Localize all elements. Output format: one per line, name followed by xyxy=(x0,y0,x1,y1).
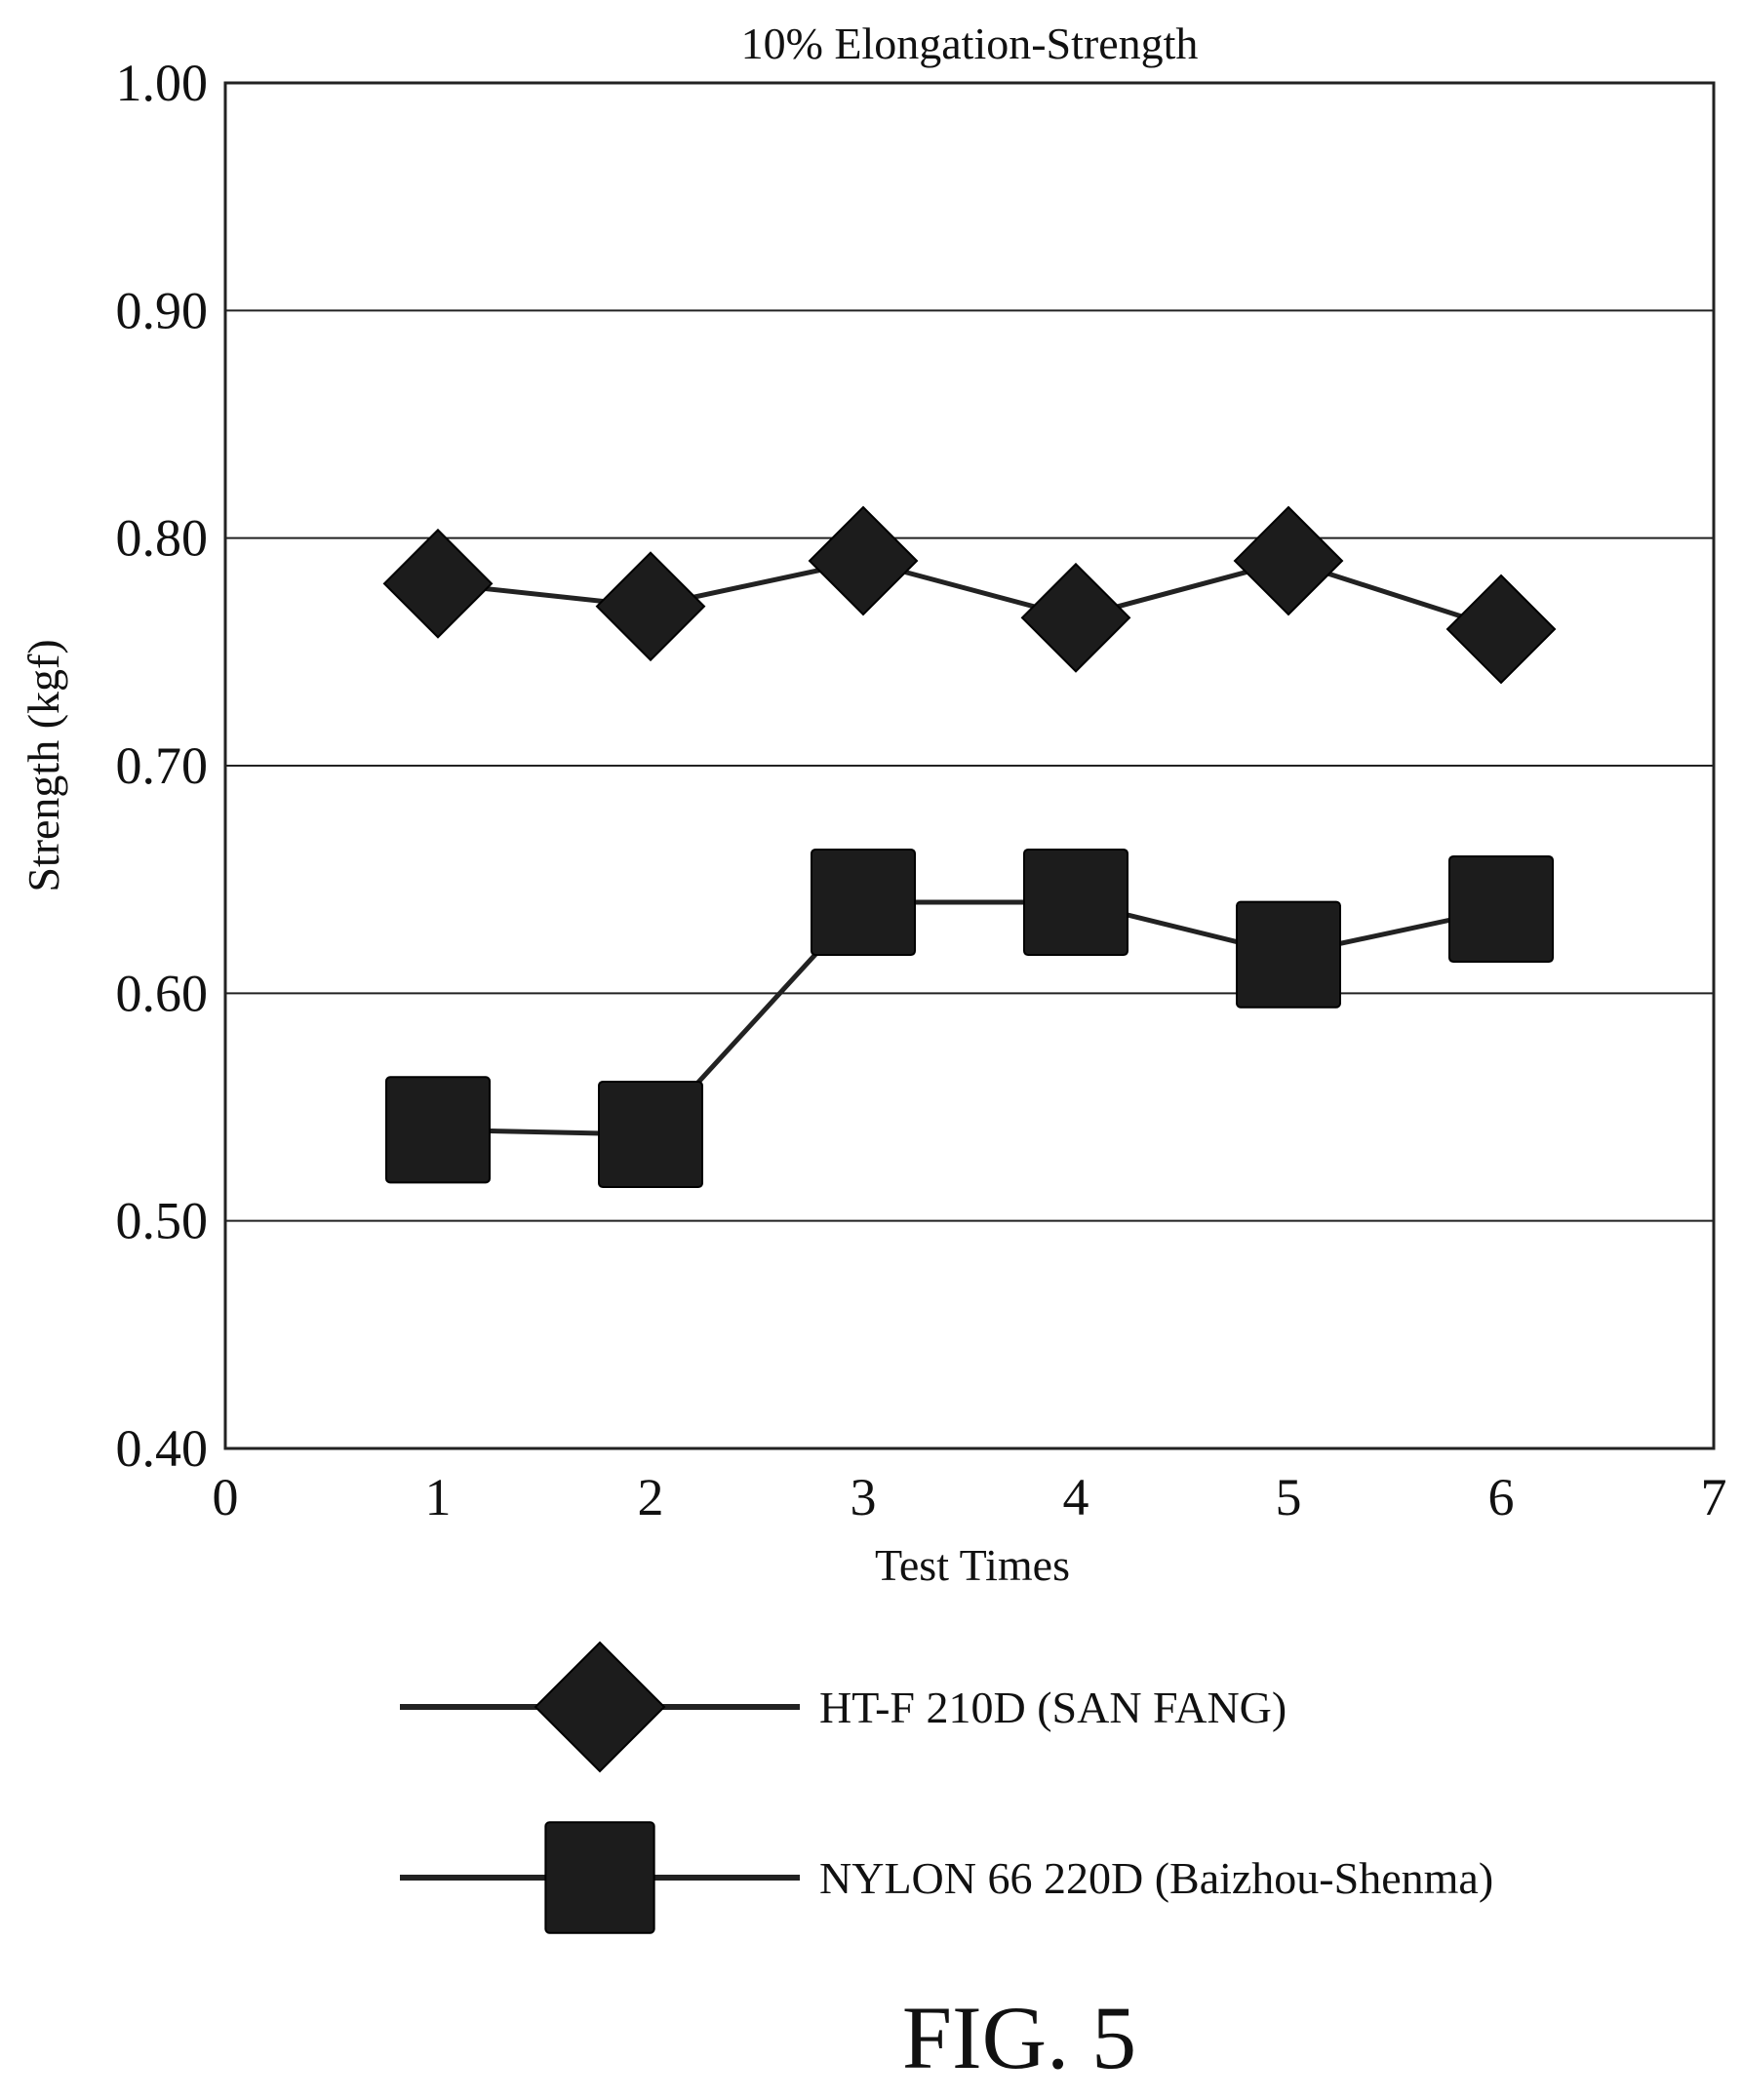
data-point-diamond xyxy=(808,505,919,616)
y-tick-label: 0.90 xyxy=(116,281,209,339)
gridlines xyxy=(225,309,1714,1222)
legend-marker-square xyxy=(544,1821,655,1934)
data-point-diamond xyxy=(382,528,494,639)
y-tick-label: 0.50 xyxy=(116,1192,209,1250)
figure-label: FIG. 5 xyxy=(902,1988,1136,2087)
data-point-square xyxy=(598,1080,703,1189)
y-tick-label: 0.40 xyxy=(116,1419,209,1478)
data-point-square xyxy=(1448,854,1554,964)
series-line-1 xyxy=(437,558,1502,632)
x-tick-label: 1 xyxy=(425,1468,452,1526)
chart-title: 10% Elongation-Strength xyxy=(741,19,1199,68)
x-axis-label: Test Times xyxy=(875,1540,1070,1590)
series-line-2 xyxy=(437,899,1502,1137)
x-tick-label: 6 xyxy=(1488,1468,1515,1526)
data-point-diamond xyxy=(1233,505,1344,616)
y-axis: 0.40 0.50 0.60 0.70 0.80 0.90 1.00 xyxy=(116,54,209,1478)
data-point-square xyxy=(1023,848,1128,957)
data-point-diamond xyxy=(1445,574,1557,685)
y-tick-label: 0.60 xyxy=(116,964,209,1022)
data-point-diamond xyxy=(1020,562,1131,673)
y-tick-label: 0.80 xyxy=(116,509,209,568)
y-tick-label: 1.00 xyxy=(116,54,209,112)
y-axis-label: Strength (kgf) xyxy=(19,639,68,892)
data-point-square xyxy=(1236,900,1341,1009)
x-tick-label: 7 xyxy=(1701,1468,1727,1526)
series-layer xyxy=(382,505,1557,1189)
legend-label: HT-F 210D (SAN FANG) xyxy=(819,1683,1287,1732)
x-axis: 0 1 2 3 4 5 6 7 xyxy=(213,1468,1727,1526)
x-tick-label: 2 xyxy=(638,1468,664,1526)
data-point-diamond xyxy=(595,551,706,662)
legend-marker-diamond xyxy=(534,1641,666,1773)
x-tick-label: 5 xyxy=(1276,1468,1302,1526)
x-tick-label: 0 xyxy=(213,1468,239,1526)
legend: HT-F 210D (SAN FANG) NYLON 66 220D (Baizh… xyxy=(400,1641,1493,1934)
y-tick-label: 0.70 xyxy=(116,736,209,795)
plot-area xyxy=(223,81,1716,1450)
x-tick-label: 4 xyxy=(1063,1468,1089,1526)
data-point-square xyxy=(811,848,916,957)
x-tick-label: 3 xyxy=(851,1468,877,1526)
legend-label: NYLON 66 220D (Baizhou-Shenma) xyxy=(819,1853,1493,1903)
data-point-square xyxy=(385,1076,491,1184)
